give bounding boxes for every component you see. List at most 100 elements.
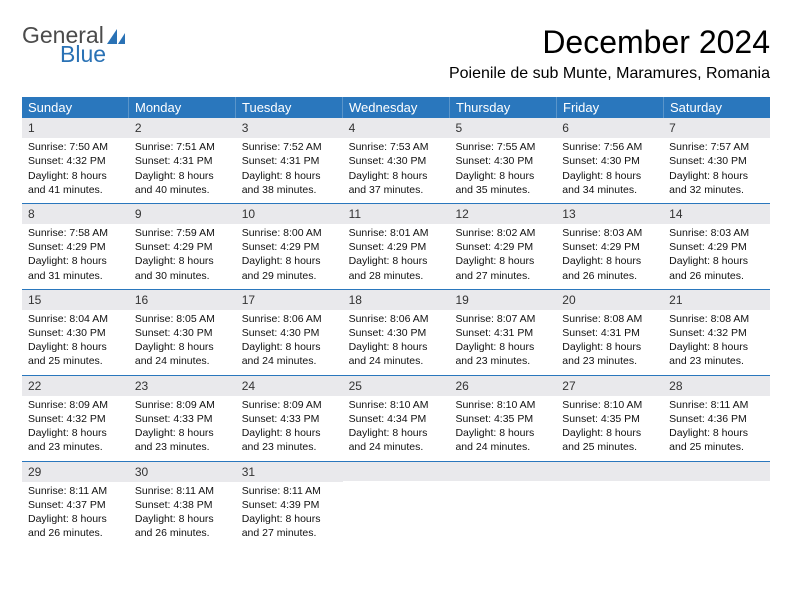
day-cell: 11Sunrise: 8:01 AMSunset: 4:29 PMDayligh… [343,204,450,289]
daylight-text: Daylight: 8 hours [669,169,764,183]
sunrise-text: Sunrise: 8:07 AM [455,312,550,326]
logo-sail-icon [106,27,128,45]
daylight-text: and 34 minutes. [562,183,657,197]
day-body: Sunrise: 8:05 AMSunset: 4:30 PMDaylight:… [129,310,236,369]
empty-day-header [343,462,450,481]
day-number: 9 [129,204,236,224]
daylight-text: and 24 minutes. [455,440,550,454]
day-number: 13 [556,204,663,224]
daylight-text: Daylight: 8 hours [242,340,337,354]
daylight-text: Daylight: 8 hours [242,254,337,268]
sunset-text: Sunset: 4:29 PM [135,240,230,254]
day-body: Sunrise: 8:10 AMSunset: 4:34 PMDaylight:… [343,396,450,455]
weekday-header-cell: Thursday [450,97,557,118]
day-cell: 27Sunrise: 8:10 AMSunset: 4:35 PMDayligh… [556,376,663,461]
sunrise-text: Sunrise: 8:11 AM [242,484,337,498]
day-cell: 25Sunrise: 8:10 AMSunset: 4:34 PMDayligh… [343,376,450,461]
day-number: 2 [129,118,236,138]
sunset-text: Sunset: 4:38 PM [135,498,230,512]
daylight-text: and 23 minutes. [455,354,550,368]
sunset-text: Sunset: 4:31 PM [455,326,550,340]
daylight-text: and 30 minutes. [135,269,230,283]
daylight-text: Daylight: 8 hours [28,340,123,354]
sunrise-text: Sunrise: 8:09 AM [28,398,123,412]
sunset-text: Sunset: 4:31 PM [135,154,230,168]
day-cell: 3Sunrise: 7:52 AMSunset: 4:31 PMDaylight… [236,118,343,203]
sunrise-text: Sunrise: 7:50 AM [28,140,123,154]
week-row: 8Sunrise: 7:58 AMSunset: 4:29 PMDaylight… [22,203,770,289]
day-body: Sunrise: 8:02 AMSunset: 4:29 PMDaylight:… [449,224,556,283]
sunrise-text: Sunrise: 8:11 AM [669,398,764,412]
day-number: 19 [449,290,556,310]
sunrise-text: Sunrise: 8:08 AM [562,312,657,326]
sunrise-text: Sunrise: 8:11 AM [135,484,230,498]
sunrise-text: Sunrise: 7:53 AM [349,140,444,154]
sunset-text: Sunset: 4:30 PM [242,326,337,340]
week-row: 29Sunrise: 8:11 AMSunset: 4:37 PMDayligh… [22,461,770,547]
sunrise-text: Sunrise: 7:55 AM [455,140,550,154]
day-body: Sunrise: 8:07 AMSunset: 4:31 PMDaylight:… [449,310,556,369]
header: General Blue December 2024 Poienile de s… [22,24,770,83]
day-number: 28 [663,376,770,396]
daylight-text: Daylight: 8 hours [455,426,550,440]
day-number: 5 [449,118,556,138]
day-body: Sunrise: 7:57 AMSunset: 4:30 PMDaylight:… [663,138,770,197]
weekday-header-cell: Tuesday [236,97,343,118]
daylight-text: Daylight: 8 hours [562,254,657,268]
day-body: Sunrise: 8:10 AMSunset: 4:35 PMDaylight:… [449,396,556,455]
weeks-container: 1Sunrise: 7:50 AMSunset: 4:32 PMDaylight… [22,118,770,546]
day-number: 29 [22,462,129,482]
day-body: Sunrise: 7:56 AMSunset: 4:30 PMDaylight:… [556,138,663,197]
day-cell: 4Sunrise: 7:53 AMSunset: 4:30 PMDaylight… [343,118,450,203]
sunrise-text: Sunrise: 8:09 AM [135,398,230,412]
day-cell: 14Sunrise: 8:03 AMSunset: 4:29 PMDayligh… [663,204,770,289]
weekday-header-cell: Wednesday [343,97,450,118]
daylight-text: and 24 minutes. [349,354,444,368]
daylight-text: Daylight: 8 hours [135,254,230,268]
day-cell: 7Sunrise: 7:57 AMSunset: 4:30 PMDaylight… [663,118,770,203]
daylight-text: Daylight: 8 hours [349,426,444,440]
sunset-text: Sunset: 4:36 PM [669,412,764,426]
daylight-text: and 24 minutes. [135,354,230,368]
daylight-text: Daylight: 8 hours [562,340,657,354]
daylight-text: Daylight: 8 hours [455,340,550,354]
day-cell: 5Sunrise: 7:55 AMSunset: 4:30 PMDaylight… [449,118,556,203]
sunrise-text: Sunrise: 7:52 AM [242,140,337,154]
sunrise-text: Sunrise: 8:10 AM [562,398,657,412]
sunrise-text: Sunrise: 8:03 AM [562,226,657,240]
sunrise-text: Sunrise: 8:02 AM [455,226,550,240]
day-number: 17 [236,290,343,310]
day-cell: 21Sunrise: 8:08 AMSunset: 4:32 PMDayligh… [663,290,770,375]
day-body: Sunrise: 7:50 AMSunset: 4:32 PMDaylight:… [22,138,129,197]
daylight-text: and 23 minutes. [669,354,764,368]
daylight-text: and 25 minutes. [28,354,123,368]
daylight-text: and 38 minutes. [242,183,337,197]
day-number: 16 [129,290,236,310]
day-number: 26 [449,376,556,396]
sunrise-text: Sunrise: 7:51 AM [135,140,230,154]
sunrise-text: Sunrise: 8:10 AM [349,398,444,412]
day-cell: 16Sunrise: 8:05 AMSunset: 4:30 PMDayligh… [129,290,236,375]
day-number: 6 [556,118,663,138]
day-body: Sunrise: 8:08 AMSunset: 4:31 PMDaylight:… [556,310,663,369]
day-body: Sunrise: 8:04 AMSunset: 4:30 PMDaylight:… [22,310,129,369]
day-cell: 15Sunrise: 8:04 AMSunset: 4:30 PMDayligh… [22,290,129,375]
day-cell: 18Sunrise: 8:06 AMSunset: 4:30 PMDayligh… [343,290,450,375]
daylight-text: and 35 minutes. [455,183,550,197]
daylight-text: Daylight: 8 hours [669,426,764,440]
sunset-text: Sunset: 4:30 PM [562,154,657,168]
day-cell: 9Sunrise: 7:59 AMSunset: 4:29 PMDaylight… [129,204,236,289]
sunrise-text: Sunrise: 8:00 AM [242,226,337,240]
day-cell: 13Sunrise: 8:03 AMSunset: 4:29 PMDayligh… [556,204,663,289]
day-body: Sunrise: 8:06 AMSunset: 4:30 PMDaylight:… [343,310,450,369]
sunrise-text: Sunrise: 7:56 AM [562,140,657,154]
day-cell: 31Sunrise: 8:11 AMSunset: 4:39 PMDayligh… [236,462,343,547]
sunrise-text: Sunrise: 8:10 AM [455,398,550,412]
day-number: 4 [343,118,450,138]
sunset-text: Sunset: 4:30 PM [669,154,764,168]
sunset-text: Sunset: 4:30 PM [135,326,230,340]
weekday-header-cell: Sunday [22,97,129,118]
day-number: 25 [343,376,450,396]
day-cell: 28 Sunrise: 8:11 AMSunset: 4:36 PMDayligh… [663,376,770,461]
daylight-text: Daylight: 8 hours [28,512,123,526]
